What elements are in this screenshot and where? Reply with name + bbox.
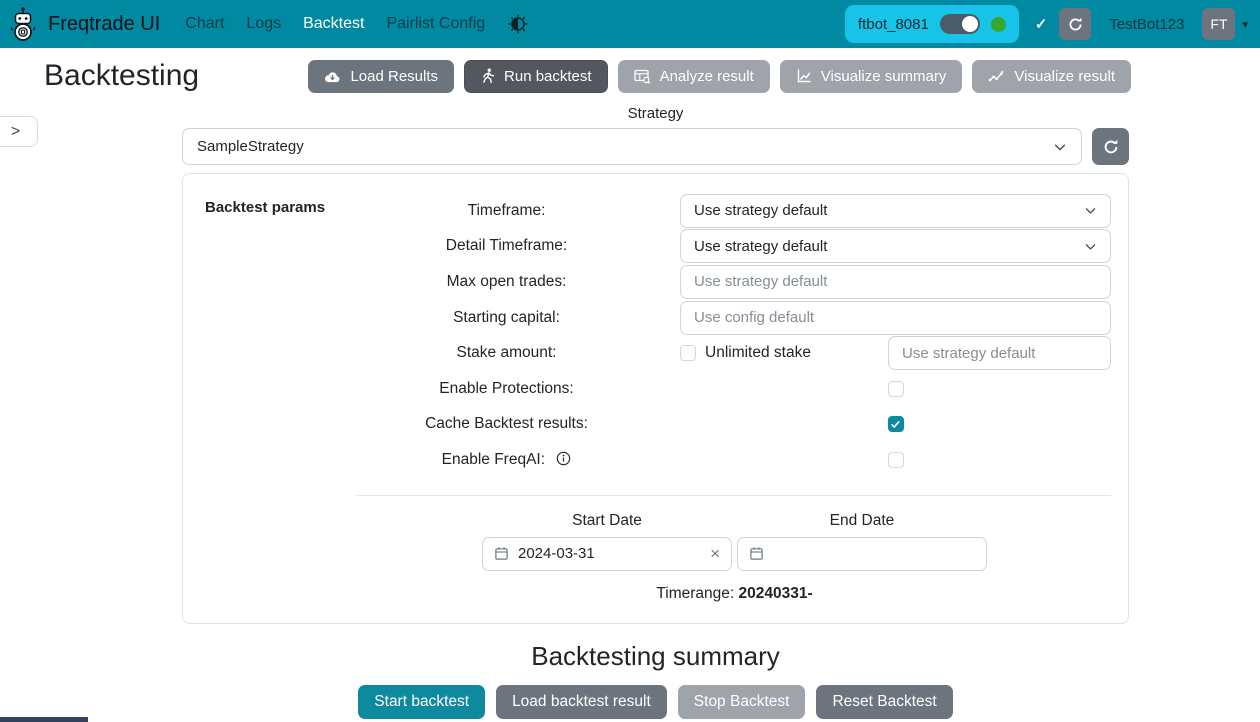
backtesting-summary-title: Backtesting summary	[531, 640, 780, 671]
freqtrade-robot-logo-icon	[8, 6, 40, 42]
max-open-trades-row: Max open trades:	[333, 264, 1111, 300]
detail-timeframe-label: Detail Timeframe:	[445, 237, 568, 255]
start-date-input[interactable]: 2024-03-31 ×	[482, 536, 732, 571]
username: TestBot123	[1109, 15, 1185, 33]
visualize-result-label: Visualize result	[1014, 67, 1115, 85]
divider	[356, 494, 1111, 496]
timerange-text: Timerange: 20240331-	[482, 585, 987, 603]
timerange-value: 20240331-	[738, 584, 813, 602]
starting-capital-row: Starting capital:	[333, 300, 1111, 336]
visualize-summary-button[interactable]: Visualize summary	[779, 59, 963, 93]
enable-protections-checkbox[interactable]	[887, 380, 904, 397]
page-title: Backtesting	[44, 59, 200, 92]
runner-icon	[480, 68, 495, 84]
max-open-trades-input[interactable]	[680, 264, 1111, 299]
chart-line-icon	[796, 68, 812, 84]
strategy-refresh-button[interactable]	[1092, 128, 1129, 165]
nav-item-pairlist-config[interactable]: Pairlist Config	[386, 15, 486, 32]
cloud-download-icon	[324, 69, 341, 84]
timeframe-value: Use strategy default	[694, 202, 828, 220]
main-content: Strategy SampleStrategy Backtest params …	[182, 105, 1129, 719]
theme-toggle-icon[interactable]	[508, 14, 528, 34]
detail-timeframe-row: Detail Timeframe: Use strategy default	[333, 229, 1111, 265]
nav-item-logs[interactable]: Logs	[246, 15, 282, 32]
stake-amount-row: Stake amount: Unlimited stake	[333, 335, 1111, 371]
chevron-down-icon: ▾	[1242, 18, 1248, 31]
load-results-button[interactable]: Load Results	[308, 59, 455, 93]
start-date-label: Start Date	[572, 511, 642, 529]
nav-item-chart[interactable]: Chart	[185, 15, 225, 32]
detail-timeframe-value: Use strategy default	[694, 237, 828, 255]
end-date-input[interactable]	[737, 536, 987, 571]
navbar: Freqtrade UI Chart Logs Backtest Pairlis…	[0, 0, 1260, 48]
cache-results-label: Cache Backtest results:	[425, 415, 588, 433]
enable-freqai-row: Enable FreqAI:	[333, 442, 1111, 478]
run-backtest-button[interactable]: Run backtest	[464, 59, 608, 93]
stake-amount-label: Stake amount:	[456, 344, 557, 362]
visualize-summary-label: Visualize summary	[820, 67, 947, 85]
summary-buttons: Start backtest Load backtest result Stop…	[182, 684, 1129, 719]
timerange-label: Timerange:	[656, 584, 735, 602]
cache-results-row: Cache Backtest results:	[333, 407, 1111, 443]
bot-online-dot	[990, 16, 1006, 32]
params-section-title: Backtest params	[205, 199, 326, 216]
end-date-label: End Date	[829, 511, 895, 529]
enable-protections-label: Enable Protections:	[439, 379, 574, 397]
chevron-down-icon	[1084, 240, 1097, 253]
analyze-result-button[interactable]: Analyze result	[617, 59, 770, 93]
enable-freqai-checkbox[interactable]	[887, 451, 904, 468]
run-backtest-label: Run backtest	[504, 67, 592, 85]
stop-backtest-button[interactable]: Stop Backtest	[677, 684, 806, 719]
reset-backtest-button[interactable]: Reset Backtest	[816, 684, 953, 719]
starting-capital-label: Starting capital:	[453, 308, 560, 326]
starting-capital-input[interactable]	[680, 300, 1111, 335]
start-date-value: 2024-03-31	[518, 545, 595, 563]
strategy-selected-value: SampleStrategy	[197, 138, 304, 155]
bot-name: ftbot_8081	[857, 15, 929, 33]
sidebar-expand-button[interactable]: >	[0, 116, 38, 147]
timeframe-select[interactable]: Use strategy default	[680, 193, 1111, 228]
unlimited-stake-checkbox[interactable]	[680, 345, 696, 362]
unlimited-stake-label: Unlimited stake	[705, 344, 811, 362]
analyze-result-label: Analyze result	[659, 67, 754, 85]
calendar-icon	[494, 546, 509, 561]
bot-enable-toggle[interactable]	[939, 14, 980, 34]
stake-amount-input[interactable]	[888, 336, 1111, 371]
footer-strip	[0, 717, 88, 722]
enable-freqai-label: Enable FreqAI:	[441, 450, 546, 468]
calendar-icon	[749, 546, 764, 561]
start-backtest-button[interactable]: Start backtest	[358, 684, 486, 719]
backtest-params-card: Backtest params Timeframe: Use strategy …	[182, 173, 1129, 624]
nav-links: Chart Logs Backtest Pairlist Config	[174, 15, 496, 33]
timeframe-label: Timeframe:	[467, 201, 546, 219]
load-results-label: Load Results	[350, 67, 439, 85]
enable-protections-row: Enable Protections:	[333, 371, 1111, 407]
strategy-label: Strategy	[627, 105, 684, 122]
strategy-select[interactable]: SampleStrategy	[182, 128, 1082, 165]
max-open-trades-label: Max open trades:	[446, 272, 567, 290]
graph-dots-icon	[988, 69, 1005, 84]
nav-item-backtest[interactable]: Backtest	[303, 15, 365, 32]
navbar-right: ftbot_8081 ✓ TestBot123 FT ▾	[844, 5, 1248, 43]
connected-check-icon: ✓	[1034, 16, 1048, 33]
page-header: Backtesting Load Results Run backtest	[0, 48, 1260, 101]
refresh-button[interactable]	[1059, 8, 1092, 40]
backtest-toolbar: Load Results Run backtest A	[308, 59, 1131, 93]
user-avatar[interactable]: FT	[1202, 8, 1236, 40]
chevron-down-icon	[1053, 140, 1067, 154]
load-backtest-result-button[interactable]: Load backtest result	[496, 684, 667, 719]
cache-results-checkbox[interactable]	[887, 416, 904, 433]
dates-section: Start Date 2024-03-31 ×	[482, 512, 987, 603]
clear-date-icon[interactable]: ×	[710, 544, 720, 564]
bot-selector-badge[interactable]: ftbot_8081	[844, 5, 1019, 43]
timeframe-row: Timeframe: Use strategy default	[333, 193, 1111, 229]
detail-timeframe-select[interactable]: Use strategy default	[680, 229, 1111, 264]
chevron-right-icon: >	[10, 122, 21, 140]
app-brand: Freqtrade UI	[48, 12, 161, 35]
info-icon[interactable]	[556, 451, 571, 466]
table-search-icon	[633, 69, 651, 84]
visualize-result-button[interactable]: Visualize result	[972, 59, 1131, 93]
chevron-down-icon	[1084, 204, 1097, 217]
